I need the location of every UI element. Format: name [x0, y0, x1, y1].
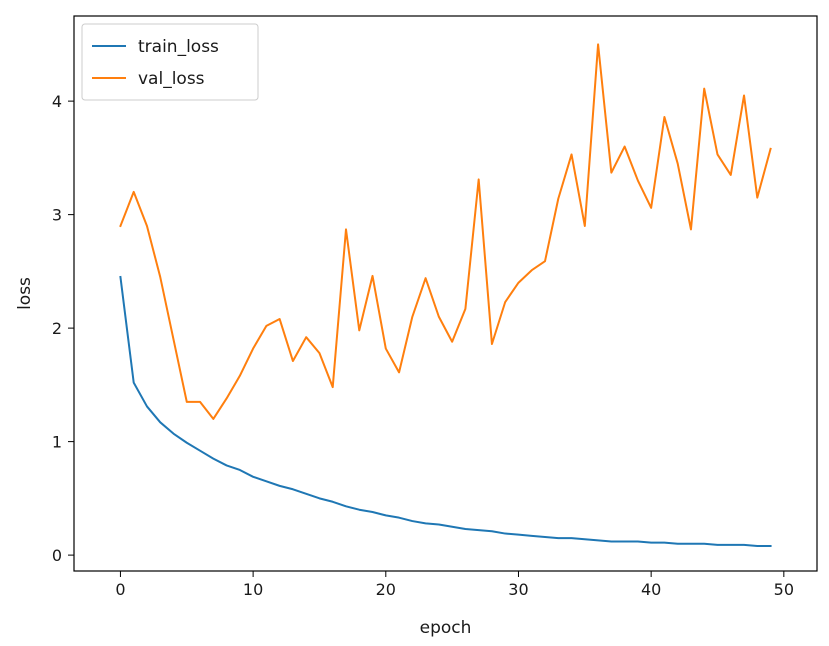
plot-frame [73, 15, 818, 572]
y-tick-label: 0 [52, 546, 62, 565]
legend: train_loss val_loss [81, 23, 259, 101]
y-axis-ticks: 0 1 2 3 4 [52, 92, 74, 565]
legend-box [81, 23, 259, 101]
series-line-train-loss [119, 275, 772, 548]
x-tick-label: 50 [774, 580, 794, 599]
series-line-val-loss [119, 43, 772, 420]
x-tick-label: 0 [115, 580, 125, 599]
x-tick-label: 20 [376, 580, 396, 599]
x-axis-ticks: 0 10 20 30 40 50 [115, 571, 794, 599]
y-tick-label: 4 [52, 92, 62, 111]
y-axis-label: loss [15, 277, 35, 310]
x-tick-label: 30 [508, 580, 528, 599]
x-tick-label: 40 [641, 580, 661, 599]
plot-marks [119, 43, 772, 548]
x-axis-label: epoch [420, 618, 472, 638]
legend-label-val-loss: val_loss [138, 69, 205, 89]
legend-label-train-loss: train_loss [138, 37, 219, 57]
y-tick-label: 2 [52, 319, 62, 338]
y-tick-label: 3 [52, 206, 62, 225]
y-tick-label: 1 [52, 433, 62, 452]
x-tick-label: 10 [243, 580, 263, 599]
